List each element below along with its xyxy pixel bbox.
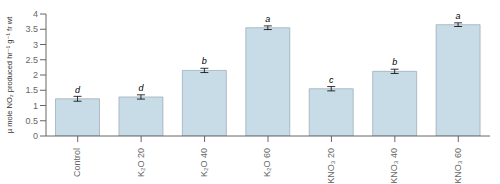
svg-text:4: 4 (33, 9, 38, 19)
svg-text:KNO₃ 20: KNO₃ 20 (326, 148, 336, 184)
svg-text:KNO₃ 60: KNO₃ 60 (453, 148, 463, 184)
svg-text:0: 0 (33, 131, 38, 141)
svg-text:2: 2 (33, 70, 38, 80)
svg-text:1.5: 1.5 (25, 85, 38, 95)
svg-text:Control: Control (72, 148, 82, 177)
svg-text:1: 1 (33, 101, 38, 111)
svg-text:0.5: 0.5 (25, 116, 38, 126)
svg-text:a: a (456, 11, 461, 21)
svg-text:2.5: 2.5 (25, 55, 38, 65)
svg-text:c: c (329, 75, 334, 85)
svg-text:b: b (202, 56, 207, 66)
svg-text:K₂O 20: K₂O 20 (136, 148, 146, 177)
svg-text:b: b (392, 57, 397, 67)
svg-text:K₂O 60: K₂O 60 (262, 148, 272, 177)
svg-text:K₂O 40: K₂O 40 (199, 148, 209, 177)
svg-text:3: 3 (33, 40, 38, 50)
svg-text:d: d (138, 83, 144, 93)
svg-text:µ mole NO₂ produced hr⁻¹ g⁻¹ f: µ mole NO₂ produced hr⁻¹ g⁻¹ fr wt (8, 16, 14, 133)
svg-text:a: a (265, 14, 270, 24)
svg-text:d: d (75, 85, 81, 95)
svg-text:KNO₃ 40: KNO₃ 40 (389, 148, 399, 184)
svg-text:3.5: 3.5 (25, 24, 38, 34)
